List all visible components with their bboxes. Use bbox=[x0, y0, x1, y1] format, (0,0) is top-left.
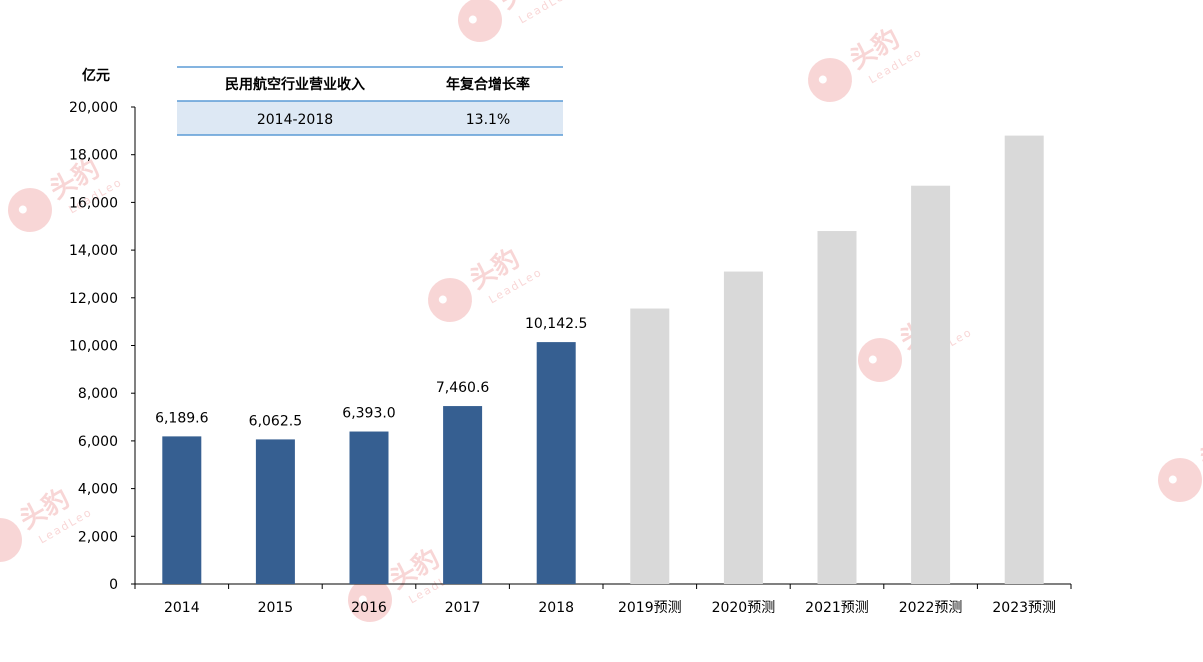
watermark-logo-icon bbox=[1158, 458, 1202, 502]
watermark-text: 头豹 bbox=[1194, 423, 1203, 476]
x-tick-label: 2017 bbox=[445, 600, 481, 616]
x-tick-label: 2019预测 bbox=[618, 600, 682, 616]
bar bbox=[723, 271, 763, 584]
y-axis-unit-label: 亿元 bbox=[82, 67, 110, 84]
watermark-logo-icon bbox=[0, 518, 23, 562]
watermark-logo-icon bbox=[808, 58, 852, 102]
data-label: 7,460.6 bbox=[436, 380, 490, 396]
table-cell: 13.1% bbox=[466, 112, 510, 128]
x-tick-label: 2015 bbox=[258, 600, 294, 616]
y-tick-label: 4,000 bbox=[78, 482, 118, 498]
watermark-logo-icon bbox=[458, 0, 502, 42]
y-tick-label: 8,000 bbox=[78, 386, 118, 402]
y-tick-label: 2,000 bbox=[78, 529, 118, 545]
data-label: 6,062.5 bbox=[249, 413, 302, 429]
bar bbox=[255, 439, 295, 584]
watermark-logo-eye bbox=[438, 295, 447, 304]
y-tick-label: 12,000 bbox=[69, 291, 118, 307]
axes: 0 2,000 4,000 6,000 8,000 10,000 12,000 14,000 1… bbox=[69, 67, 1072, 616]
cagr-table: 民用航空行业营业收入 年复合增长率 2014-2018 13.1% bbox=[177, 66, 563, 136]
bar bbox=[536, 342, 576, 584]
table-row-background bbox=[177, 101, 563, 135]
bar bbox=[911, 185, 951, 584]
data-labels: 6,189.6 6,062.5 6,393.0 7,460.6 10,142.5 bbox=[155, 316, 587, 429]
x-tick-label: 2018 bbox=[538, 600, 574, 616]
watermark-logo-eye bbox=[18, 205, 27, 214]
watermark-logo-eye bbox=[818, 75, 827, 84]
y-tick-label: 14,000 bbox=[69, 243, 118, 259]
bar bbox=[443, 406, 483, 584]
table-header-cell: 民用航空行业营业收入 bbox=[225, 76, 365, 93]
x-tick-label: 2016 bbox=[351, 600, 387, 616]
x-tick-label: 2014 bbox=[164, 600, 200, 616]
y-tick-label: 20,000 bbox=[69, 100, 118, 116]
watermark-logo-eye bbox=[868, 355, 877, 364]
data-label: 6,393.0 bbox=[342, 406, 395, 422]
bar bbox=[817, 231, 857, 584]
x-tick-label: 2023预测 bbox=[992, 600, 1056, 616]
x-tick-label: 2020预测 bbox=[712, 600, 776, 616]
y-tick-label: 18,000 bbox=[69, 148, 118, 164]
y-tick-label: 16,000 bbox=[69, 195, 118, 211]
bar bbox=[349, 431, 389, 584]
bar bbox=[162, 436, 202, 584]
bar bbox=[1004, 135, 1044, 584]
y-tick-label: 0 bbox=[109, 577, 118, 593]
table-cell: 2014-2018 bbox=[257, 112, 333, 128]
table-header-cell: 年复合增长率 bbox=[446, 76, 530, 93]
watermark-logo-icon bbox=[428, 278, 472, 322]
watermark-logo-eye bbox=[468, 15, 477, 24]
watermark-logo-icon bbox=[7, 188, 52, 232]
data-label: 10,142.5 bbox=[525, 316, 587, 332]
x-tick-label: 2022预测 bbox=[899, 600, 963, 616]
watermark-logo-eye bbox=[358, 595, 367, 604]
x-tick-label: 2021预测 bbox=[805, 600, 869, 616]
data-label: 6,189.6 bbox=[155, 410, 209, 426]
watermark-logo-icon bbox=[858, 338, 902, 382]
y-tick-label: 6,000 bbox=[78, 434, 118, 450]
y-tick-label: 10,000 bbox=[69, 339, 118, 355]
bar bbox=[630, 308, 670, 584]
watermark-logo-icon bbox=[348, 578, 392, 622]
watermark-logo-eye bbox=[1168, 475, 1177, 484]
bars bbox=[162, 135, 1044, 584]
